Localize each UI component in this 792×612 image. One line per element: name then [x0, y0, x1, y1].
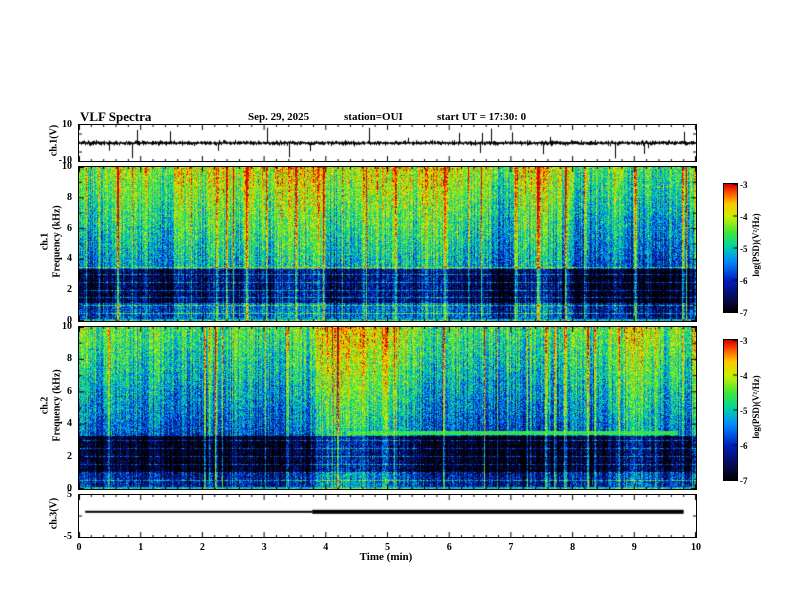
ch3-status-y-tick-label: 5	[67, 489, 72, 500]
x-tick-label: 6	[446, 542, 452, 553]
x-tick-label: 0	[76, 542, 82, 553]
time-axis-label: Time (min)	[359, 551, 413, 563]
ch3-status-y-tick-label: -5	[63, 531, 72, 542]
x-tick-label: 5	[385, 542, 390, 553]
ch3-status-canvas	[78, 494, 697, 538]
x-tick-label: 10	[691, 542, 701, 553]
colorbar-tick-label: -6	[740, 441, 748, 451]
ch3-voltage-axis-label: ch.3(V)	[48, 497, 60, 530]
colorbar-tick-label: -4	[740, 371, 748, 381]
date-label: Sep. 29, 2025	[248, 111, 310, 123]
x-tick-label: 2	[199, 542, 205, 553]
ch2-spectrogram-y-tick-label: 4	[67, 418, 72, 430]
colorbar-tick-label: -3	[740, 336, 748, 346]
x-tick-label: 8	[570, 542, 576, 553]
ch1-spectrogram-y-tick-label: 0	[67, 315, 72, 326]
start-ut-label: start UT = 17:30: 0	[437, 111, 527, 123]
ch2-spectrogram-y-tick-label: 6	[67, 385, 72, 397]
ch1-spectrogram-y-tick-label: 6	[67, 222, 72, 234]
x-tick-label: 1	[138, 542, 144, 553]
colorbar-tick-label: -3	[740, 180, 748, 190]
ch2-spectrogram-y-tick-label: 0	[67, 483, 72, 494]
ch1-spectrogram-canvas	[78, 166, 697, 322]
ch2-spectrogram-y-tick-label: 8	[67, 353, 72, 365]
ch1-spectrogram-y-tick-label: 2	[67, 284, 72, 296]
x-tick-label: 9	[631, 542, 637, 553]
colorbar-tick-label: -5	[740, 244, 748, 254]
ch1-spectrogram-y-tick-label: 8	[67, 191, 72, 203]
ch1-spectrogram-y-tick-label: 10	[62, 161, 72, 172]
x-tick-label: 3	[261, 542, 267, 553]
colorbar-tick-label: -4	[740, 212, 748, 222]
ch2-spectrogram-y-tick-label: 2	[67, 450, 72, 462]
ch1-waveform-y-tick-label: 10	[62, 119, 72, 130]
ch1-spectrogram-y-tick-label: 4	[67, 253, 72, 265]
colorbar-ch2-canvas	[723, 339, 738, 481]
ch2-spectrogram-y-tick-label: 10	[62, 321, 72, 332]
x-tick-label: 7	[508, 542, 514, 553]
colorbar-tick-label: -5	[740, 406, 748, 416]
x-tick-label: 4	[323, 542, 329, 553]
station-label: station=OUI	[344, 111, 403, 123]
colorbar-ch1-canvas	[723, 183, 738, 313]
colorbar-tick-label: -7	[740, 308, 748, 318]
ch2-spectrogram-canvas	[78, 326, 697, 490]
figure-title: VLF Spectra	[80, 109, 152, 124]
ch1-waveform-canvas	[78, 124, 697, 162]
colorbar-tick-label: -6	[740, 276, 748, 286]
ch1-waveform-y-tick-label: -10	[58, 155, 72, 166]
colorbar-tick-label: -7	[740, 476, 748, 486]
